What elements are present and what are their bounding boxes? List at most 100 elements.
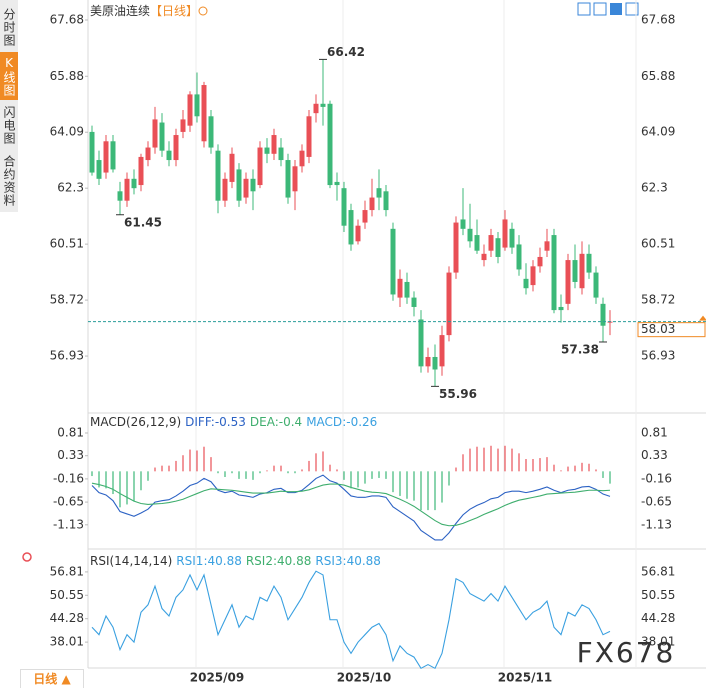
macd-line xyxy=(91,474,611,541)
y-tick-label-right: 0.33 xyxy=(641,448,668,462)
candle-body xyxy=(467,228,473,242)
candle-body xyxy=(453,222,459,273)
candle-body xyxy=(215,150,221,201)
y-tick-label: 64.09 xyxy=(50,125,84,139)
y-tick-label-right: 67.68 xyxy=(641,13,675,27)
y-tick-label-right: 38.01 xyxy=(641,635,675,649)
legend-name: RSI2 xyxy=(246,554,273,568)
title-period: 【日线】 xyxy=(150,4,198,18)
tab[interactable]: 合约资料 xyxy=(2,155,16,207)
candle-body xyxy=(439,335,445,367)
candle-body xyxy=(194,94,200,117)
y-tick-label-right: 0.81 xyxy=(641,425,668,439)
y-tick-label-right: 62.3 xyxy=(641,181,668,195)
candle-body xyxy=(565,260,571,304)
candle-body xyxy=(138,156,144,186)
candle-body xyxy=(103,141,109,173)
candle-body xyxy=(278,147,284,161)
candle-body xyxy=(418,319,424,367)
candle-body xyxy=(320,103,326,107)
legend-value: 40.88 xyxy=(347,554,381,568)
legend-sep: : xyxy=(342,415,346,429)
rsi-line xyxy=(91,570,611,670)
candle-body xyxy=(250,178,256,192)
last-price-box xyxy=(637,322,706,338)
candle-body xyxy=(348,210,354,245)
candle-body xyxy=(173,135,179,161)
settings-icon[interactable] xyxy=(22,552,32,562)
sidebar: 分时图 K线图 闪电图 合约资料 xyxy=(0,0,18,212)
last-price-label: 58.03 xyxy=(641,322,675,336)
y-tick-label: -0.16 xyxy=(53,471,84,485)
chart-title: 美原油连续【日线】 xyxy=(90,3,198,18)
y-tick-label-right: -0.16 xyxy=(641,471,672,485)
y-tick-label-right: -1.13 xyxy=(641,517,672,531)
legend-value: 40.88 xyxy=(207,554,241,568)
candle-body xyxy=(404,281,410,298)
y-tick-label: 38.01 xyxy=(50,635,84,649)
macd-line xyxy=(91,482,611,527)
candle-body xyxy=(551,235,557,311)
candle-body xyxy=(432,356,438,370)
y-tick-label-right: 44.28 xyxy=(641,611,675,625)
legend-sep: : xyxy=(273,554,277,568)
tab-active[interactable]: K线图 xyxy=(0,52,18,100)
extreme-label: 57.38 xyxy=(561,342,599,356)
y-tick-label: 0.33 xyxy=(57,448,84,462)
candle-body xyxy=(537,256,543,267)
candle-body xyxy=(523,278,529,289)
tool-icon[interactable] xyxy=(610,3,622,15)
candle-body xyxy=(509,228,515,248)
y-tick-label-right: 50.55 xyxy=(641,588,675,602)
y-tick-label: 44.28 xyxy=(50,611,84,625)
candle-body xyxy=(558,306,564,311)
candle-body xyxy=(341,188,347,226)
legend-value: -0.4 xyxy=(279,415,302,429)
extreme-label: 66.42 xyxy=(327,45,365,59)
tab[interactable]: 闪电图 xyxy=(2,105,16,145)
candle-body xyxy=(474,235,480,251)
candle-body xyxy=(313,103,319,114)
y-tick-label: 56.81 xyxy=(50,564,84,578)
y-tick-label-right: -0.65 xyxy=(641,495,672,509)
candle-body xyxy=(285,160,291,198)
tool-icon[interactable] xyxy=(593,2,607,16)
candle-body xyxy=(488,235,494,251)
candle-body xyxy=(593,272,599,298)
candle-body xyxy=(166,150,172,161)
panel-legend: RSI(14,14,14) RSI1:40.88 RSI2:40.88 RSI3:40… xyxy=(90,554,381,568)
tool-icon[interactable] xyxy=(577,2,591,16)
candle-body xyxy=(572,260,578,282)
candle-body xyxy=(159,122,165,151)
x-tick-label: 2025/11 xyxy=(498,671,552,685)
candle-body xyxy=(306,116,312,157)
panel-legend: MACD(26,12,9) DIFF:-0.53 DEA:-0.4 MACD:-0.2… xyxy=(90,415,377,429)
candle-body xyxy=(369,197,375,211)
x-tick-label: 2025/09 xyxy=(190,671,244,685)
candle-body xyxy=(383,191,389,211)
legend-name: RSI3 xyxy=(315,554,342,568)
candle-body xyxy=(264,147,270,154)
y-tick-label: 50.55 xyxy=(50,588,84,602)
y-tick-label: 60.51 xyxy=(50,237,84,251)
candle-body xyxy=(425,356,431,367)
y-tick-label-right: 56.81 xyxy=(641,564,675,578)
tab[interactable]: 分时图 xyxy=(2,7,16,47)
y-tick-label-right: 64.09 xyxy=(641,125,675,139)
legend-name: DEA xyxy=(250,415,276,429)
title-icon xyxy=(198,6,208,16)
candle-body xyxy=(201,85,207,142)
tool-icon[interactable] xyxy=(625,2,639,16)
candle-body xyxy=(236,169,242,201)
period-tab[interactable]: 日线 ▲ xyxy=(20,669,84,688)
extreme-label: 61.45 xyxy=(124,215,162,229)
candle-body xyxy=(152,119,158,148)
legend-value: 40.88 xyxy=(277,554,311,568)
candle-body xyxy=(145,147,151,161)
candle-body xyxy=(586,253,592,273)
candle-body xyxy=(292,166,298,192)
y-tick-label: -0.65 xyxy=(53,495,84,509)
candle-body xyxy=(96,160,102,179)
candle-body xyxy=(446,272,452,336)
